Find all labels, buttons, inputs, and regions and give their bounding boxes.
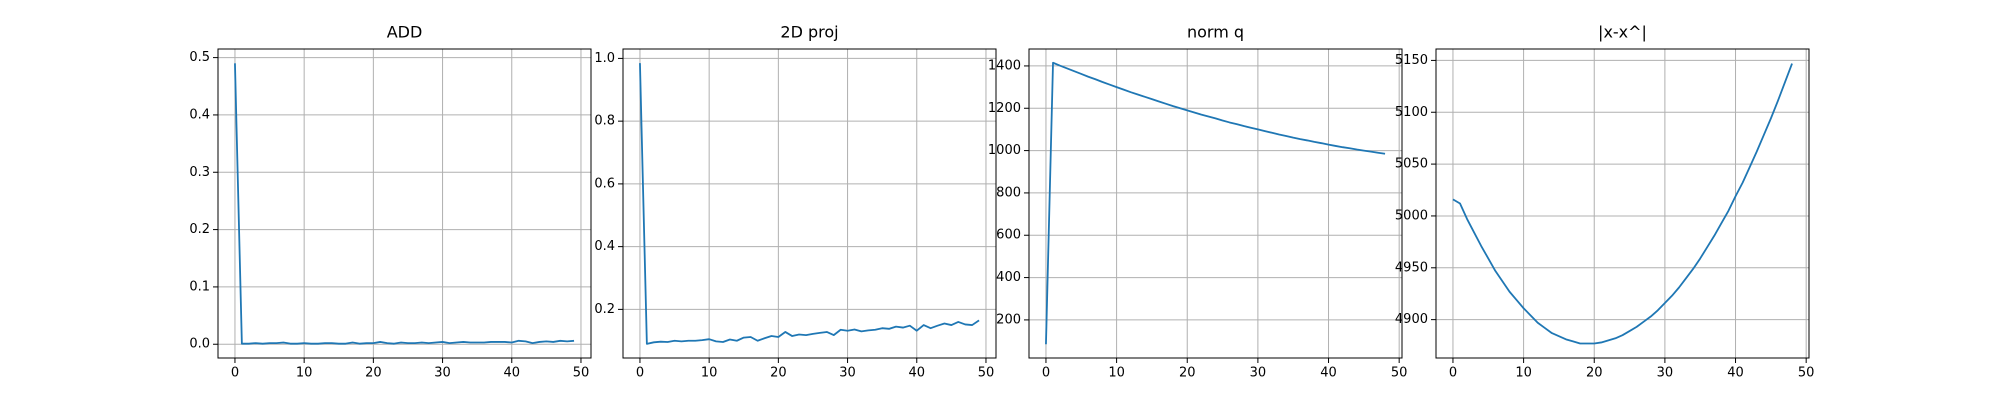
- x-tick-label: 0: [636, 366, 644, 381]
- y-tick-label: 600: [996, 228, 1021, 243]
- subplot-title: ADD: [387, 23, 423, 42]
- x-tick-label: 40: [503, 366, 520, 381]
- y-tick-label: 0.8: [594, 114, 615, 129]
- y-tick-label: 1.0: [594, 51, 615, 66]
- x-tick-label: 40: [1727, 366, 1744, 381]
- x-tick-label: 50: [573, 366, 590, 381]
- x-tick-label: 20: [1179, 366, 1196, 381]
- data-line: [1045, 61, 1386, 345]
- y-tick-label: 0.2: [594, 302, 615, 317]
- y-tick-label: 5150: [1395, 53, 1428, 68]
- y-tick-label: 200: [996, 312, 1021, 327]
- y-tick-label: 400: [996, 270, 1021, 285]
- axes-frame: [217, 48, 592, 359]
- x-tick-label: 10: [296, 366, 313, 381]
- y-tick-label: 0.2: [189, 222, 210, 237]
- data-line: [639, 63, 980, 345]
- data-line: [234, 63, 575, 345]
- x-tick-label: 20: [770, 366, 787, 381]
- x-tick-label: 30: [434, 366, 451, 381]
- x-tick-label: 30: [839, 366, 856, 381]
- data-line: [1452, 63, 1793, 345]
- x-tick-label: 0: [231, 366, 239, 381]
- x-tick-label: 20: [1586, 366, 1603, 381]
- x-tick-label: 10: [1515, 366, 1532, 381]
- x-tick-label: 10: [1108, 366, 1125, 381]
- y-tick-label: 4950: [1395, 260, 1428, 275]
- x-tick-label: 30: [1250, 366, 1267, 381]
- x-tick-label: 50: [978, 366, 995, 381]
- subplot-title: |x-x^|: [1598, 23, 1647, 42]
- y-tick-label: 0.4: [594, 239, 615, 254]
- y-tick-label: 0.6: [594, 176, 615, 191]
- y-tick-label: 1200: [988, 101, 1021, 116]
- y-tick-label: 5050: [1395, 157, 1428, 172]
- y-tick-label: 0.3: [189, 165, 210, 180]
- y-tick-label: 1400: [988, 58, 1021, 73]
- x-tick-label: 10: [701, 366, 718, 381]
- axes-frame: [622, 48, 997, 359]
- x-tick-label: 20: [365, 366, 382, 381]
- y-tick-label: 0.1: [189, 279, 210, 294]
- y-tick-label: 0.4: [189, 107, 210, 122]
- subplot-title: norm q: [1187, 23, 1244, 42]
- x-tick-label: 0: [1449, 366, 1457, 381]
- axes-frame: [1435, 48, 1810, 359]
- x-tick-label: 0: [1042, 366, 1050, 381]
- y-tick-label: 0.0: [189, 337, 210, 352]
- x-tick-label: 50: [1798, 366, 1815, 381]
- y-tick-label: 5000: [1395, 208, 1428, 223]
- y-tick-label: 4900: [1395, 312, 1428, 327]
- subplot-title: 2D proj: [780, 23, 838, 42]
- axes-frame: [1028, 48, 1403, 359]
- x-tick-label: 40: [1320, 366, 1337, 381]
- x-tick-label: 50: [1391, 366, 1408, 381]
- y-tick-label: 0.5: [189, 50, 210, 65]
- y-tick-label: 800: [996, 185, 1021, 200]
- x-tick-label: 40: [908, 366, 925, 381]
- y-tick-label: 5100: [1395, 105, 1428, 120]
- y-tick-label: 1000: [988, 143, 1021, 158]
- x-tick-label: 30: [1657, 366, 1674, 381]
